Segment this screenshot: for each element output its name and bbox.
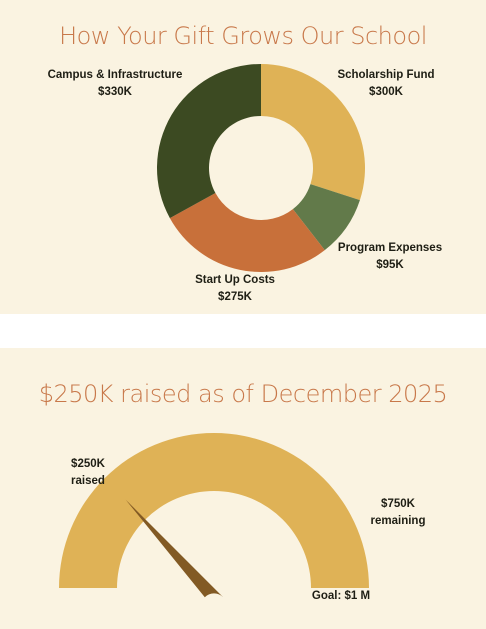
slice-label-program: Program Expenses $95K [318, 240, 462, 274]
slice-name-startup: Start Up Costs [195, 274, 275, 286]
raised-amount: $250K [71, 458, 105, 470]
gauge-title: $250K raised as of December 2025 [38, 380, 448, 408]
slice-label-scholarship: Scholarship Fund $300K [316, 67, 456, 101]
remaining-label: $750K remaining [358, 496, 438, 530]
slice-value-scholarship: $300K [369, 86, 403, 98]
goal-label: Goal: $1 M [296, 588, 386, 605]
gauge-panel: $250K raised as of December 2025 $250K r… [0, 348, 486, 629]
raised-label: $250K raised [48, 456, 128, 490]
slice-value-campus: $330K [98, 86, 132, 98]
slice-value-program: $95K [376, 259, 404, 271]
donut-panel: How Your Gift Grows Our School Campus & … [0, 0, 486, 314]
slice-name-scholarship: Scholarship Fund [337, 69, 435, 81]
slice-name-campus: Campus & Infrastructure [47, 69, 183, 81]
donut-slice-start-up-costs [169, 193, 325, 272]
goal-text: Goal: $1 M [311, 590, 371, 602]
slice-label-startup: Start Up Costs $275K [170, 272, 300, 306]
donut-chart-title: How Your Gift Grows Our School [59, 22, 427, 50]
slice-name-program: Program Expenses [337, 242, 443, 254]
remaining-caption: remaining [370, 515, 426, 527]
donut-slice-scholarship-fund [261, 64, 365, 201]
donut-chart [156, 64, 365, 272]
gauge-track [59, 433, 369, 588]
gauge-chart [59, 433, 369, 598]
donut-slice-campus-infrastructure [156, 64, 261, 219]
slice-value-startup: $275K [218, 291, 252, 303]
raised-caption: raised [71, 475, 105, 487]
slice-label-campus: Campus & Infrastructure $330K [40, 67, 190, 101]
donut-slice-program-expenses [292, 184, 360, 251]
remaining-amount: $750K [381, 498, 415, 510]
